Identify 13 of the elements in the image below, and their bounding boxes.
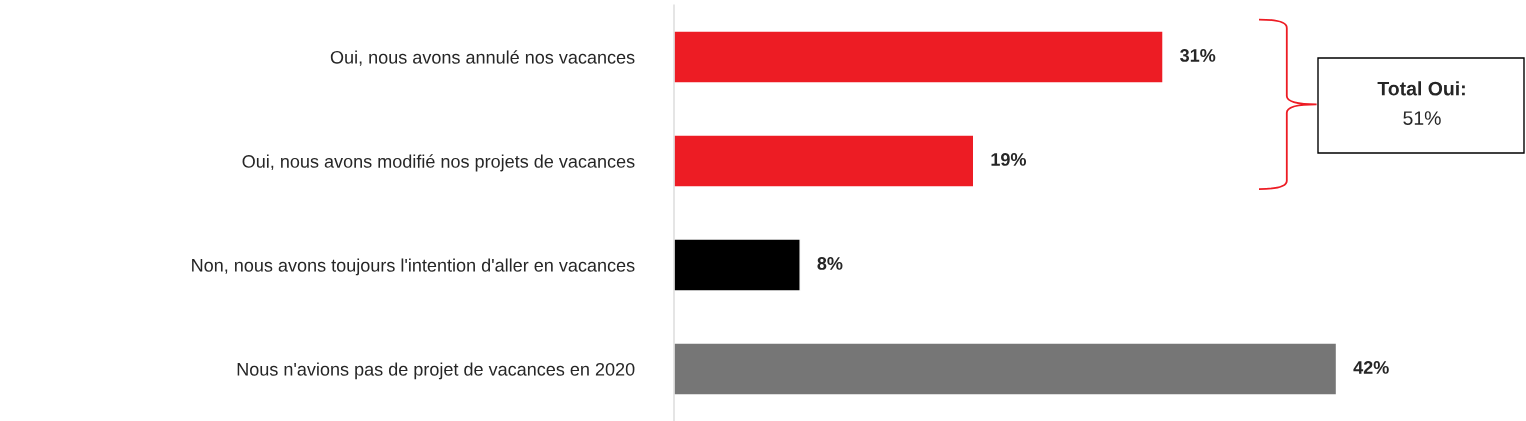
- y-tick-label: Oui, nous avons modifié nos projets de vacances: [242, 154, 635, 172]
- data-label: 19%: [991, 153, 1027, 166]
- y-tick-label: Non, nous avons toujours l'intention d'aller en vacances: [192, 258, 635, 276]
- y-tick-label: Nous n'avions pas de projet de vacances en 2020: [237, 362, 635, 380]
- text: Total Oui: 51%: [1377, 81, 1465, 125]
- bar: [674, 134, 975, 188]
- data-label: 8%: [817, 257, 843, 270]
- bar: [674, 342, 1338, 396]
- bar: [674, 238, 801, 292]
- data-label: 31%: [1180, 49, 1216, 62]
- bar: [674, 30, 1164, 84]
- y-tick-label: Oui, nous avons annulé nos vacances: [330, 50, 635, 66]
- data-label: 42%: [1353, 361, 1389, 374]
